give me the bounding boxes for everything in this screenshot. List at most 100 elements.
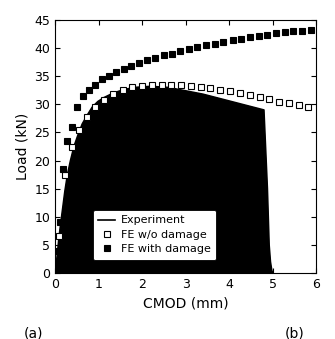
Experiment <box>201 92 205 96</box>
FE with damage <box>195 45 199 49</box>
FE w/o damage <box>70 144 74 148</box>
FE w/o damage <box>258 95 262 99</box>
FE with damage <box>122 67 126 71</box>
FE w/o damage <box>179 83 183 87</box>
FE with damage <box>178 49 182 53</box>
Experiment <box>267 243 271 247</box>
FE w/o damage <box>189 84 193 88</box>
Experiment <box>218 97 222 101</box>
Experiment <box>265 187 269 191</box>
FE with damage <box>58 220 62 224</box>
Experiment <box>253 106 257 110</box>
Experiment <box>227 99 231 103</box>
FE with damage <box>129 64 133 68</box>
FE with damage <box>153 56 157 60</box>
Experiment <box>53 271 57 275</box>
FE w/o damage <box>267 97 271 101</box>
FE w/o damage <box>199 85 203 89</box>
Experiment <box>85 114 89 118</box>
FE w/o damage <box>238 91 242 95</box>
Experiment <box>96 99 100 103</box>
FE with damage <box>107 74 111 78</box>
Experiment <box>140 85 144 89</box>
FE with damage <box>309 27 313 32</box>
Experiment <box>157 85 161 89</box>
Line: FE w/o damage: FE w/o damage <box>56 82 311 240</box>
FE w/o damage <box>297 103 301 107</box>
Experiment <box>268 260 272 264</box>
FE with damage <box>265 33 269 37</box>
FE w/o damage <box>102 98 106 102</box>
FE w/o damage <box>77 127 81 132</box>
Experiment <box>102 96 106 100</box>
FE w/o damage <box>93 105 97 109</box>
Experiment <box>80 122 84 126</box>
Experiment <box>65 173 69 177</box>
Experiment <box>132 85 136 89</box>
FE w/o damage <box>150 83 154 87</box>
FE w/o damage <box>130 85 134 89</box>
FE w/o damage <box>277 99 281 103</box>
FE with damage <box>230 38 234 42</box>
Experiment <box>63 190 67 194</box>
Experiment <box>166 85 170 89</box>
FE with damage <box>65 139 69 143</box>
Experiment <box>54 262 58 266</box>
Experiment <box>236 101 240 105</box>
FE with damage <box>248 35 252 39</box>
Text: (a): (a) <box>24 326 43 339</box>
FE w/o damage <box>160 83 164 87</box>
Experiment <box>149 84 153 88</box>
Experiment <box>270 268 274 272</box>
Experiment <box>271 271 275 275</box>
FE w/o damage <box>140 84 144 88</box>
Experiment <box>116 89 120 94</box>
Experiment <box>184 89 188 93</box>
FE w/o damage <box>121 88 125 92</box>
FE w/o damage <box>57 235 61 239</box>
FE with damage <box>162 53 166 57</box>
FE with damage <box>291 29 295 33</box>
FE with damage <box>274 32 278 36</box>
FE w/o damage <box>306 104 310 108</box>
FE w/o damage <box>63 173 67 177</box>
Text: (b): (b) <box>285 326 305 339</box>
FE with damage <box>100 77 104 81</box>
FE with damage <box>75 105 79 109</box>
Experiment <box>72 144 76 148</box>
FE with damage <box>93 83 97 87</box>
X-axis label: CMOD (mm): CMOD (mm) <box>143 296 228 311</box>
FE with damage <box>300 29 304 33</box>
Experiment <box>59 223 63 227</box>
FE with damage <box>145 58 149 62</box>
Experiment <box>245 103 249 107</box>
Experiment <box>124 87 128 91</box>
FE with damage <box>87 88 91 92</box>
FE with damage <box>204 43 208 47</box>
FE w/o damage <box>218 88 222 92</box>
Experiment <box>192 91 196 95</box>
FE with damage <box>114 70 118 74</box>
FE with damage <box>239 37 243 41</box>
FE w/o damage <box>111 92 115 96</box>
Line: Experiment: Experiment <box>55 86 273 273</box>
Experiment <box>57 237 61 241</box>
Experiment <box>56 251 60 255</box>
FE with damage <box>257 34 261 38</box>
Experiment <box>210 95 214 99</box>
Experiment <box>61 206 65 211</box>
Experiment <box>109 92 113 96</box>
Legend: Experiment, FE w/o damage, FE with damage: Experiment, FE w/o damage, FE with damag… <box>93 210 216 260</box>
FE with damage <box>283 30 287 34</box>
Experiment <box>90 105 94 109</box>
Experiment <box>175 87 179 91</box>
FE with damage <box>137 61 141 65</box>
FE with damage <box>81 94 85 98</box>
FE w/o damage <box>169 83 173 87</box>
FE with damage <box>56 248 60 253</box>
FE with damage <box>170 52 174 56</box>
FE w/o damage <box>208 86 212 90</box>
Experiment <box>262 108 266 112</box>
FE w/o damage <box>248 93 252 97</box>
Line: FE with damage: FE with damage <box>54 26 314 254</box>
